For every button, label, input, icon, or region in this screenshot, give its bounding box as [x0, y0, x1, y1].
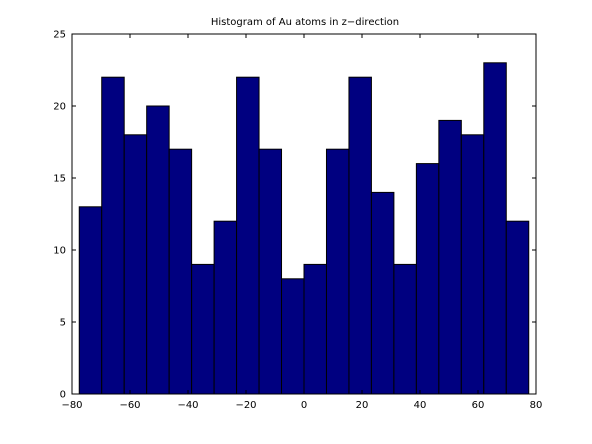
histogram-bar: [393, 263, 417, 395]
histogram-bar: [460, 134, 485, 395]
histogram-bar: [191, 263, 215, 395]
y-tick-label: 15: [53, 174, 66, 185]
y-tick-label: 0: [60, 390, 66, 401]
histogram-bar: [370, 191, 395, 395]
histogram-bar: [348, 76, 372, 395]
y-tick-label: 5: [60, 318, 66, 329]
histogram-bar: [258, 148, 283, 395]
histogram-bar: [505, 220, 530, 395]
histogram-bar: [101, 76, 125, 395]
histogram-bar: [281, 278, 305, 395]
x-tick-label: 80: [530, 400, 543, 411]
bars-group: [78, 62, 530, 395]
x-axis-ticks: −80 −60 −40 −20 0 20 40 60 80: [61, 34, 542, 411]
x-tick-label: −20: [235, 400, 256, 411]
y-tick-label: 25: [53, 30, 66, 41]
y-tick-label: 10: [53, 246, 66, 257]
x-tick-label: −60: [119, 400, 140, 411]
x-tick-label: −40: [177, 400, 198, 411]
histogram-bar: [78, 206, 103, 395]
x-tick-label: 60: [472, 400, 485, 411]
x-tick-label: 0: [301, 400, 307, 411]
chart-title: Histogram of Au atoms in z−direction: [211, 17, 399, 28]
histogram-bar: [483, 62, 507, 395]
x-tick-label: 20: [356, 400, 369, 411]
histogram-bar: [303, 263, 327, 395]
histogram-bar: [213, 220, 238, 395]
x-tick-label: 40: [414, 400, 427, 411]
y-axis-ticks: 0 5 10 15 20 25: [53, 30, 536, 401]
histogram-bar: [438, 119, 462, 395]
histogram-bar: [123, 134, 148, 395]
histogram-bar: [168, 148, 193, 395]
histogram-bar: [146, 105, 170, 395]
histogram-bar: [236, 76, 260, 395]
x-tick-label: −80: [61, 400, 82, 411]
histogram-bar: [415, 163, 440, 395]
y-tick-label: 20: [53, 102, 66, 113]
histogram-bar: [325, 148, 350, 395]
